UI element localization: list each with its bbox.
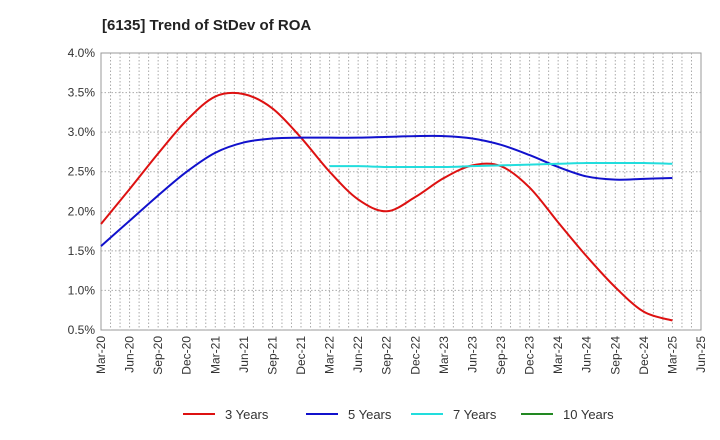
- plot-area: [100, 52, 702, 331]
- y-tick-label: 1.0%: [68, 283, 96, 297]
- y-tick-label: 2.5%: [68, 165, 96, 179]
- series-line-5-years: [100, 134, 673, 247]
- x-tick-label: Jun-20: [123, 336, 137, 373]
- x-tick-label: Dec-22: [408, 336, 422, 375]
- series-lines: [100, 91, 673, 322]
- legend-label-5-years: 5 Years: [348, 407, 392, 422]
- chart-title: [6135] Trend of StDev of ROA: [102, 17, 311, 34]
- x-tick-label: Mar-22: [323, 336, 337, 374]
- series-line-7-years: [329, 161, 673, 169]
- y-tick-label: 0.5%: [68, 323, 96, 337]
- x-tick-label: Sep-24: [608, 336, 622, 375]
- x-tick-label: Jun-24: [580, 336, 594, 373]
- y-tick-label: 1.5%: [68, 244, 96, 258]
- x-tick-label: Dec-21: [294, 336, 308, 375]
- x-tick-label: Sep-22: [380, 336, 394, 375]
- x-tick-label: Jun-22: [351, 336, 365, 373]
- y-axis: 0.5% 1.0% 1.5% 2.0% 2.5% 3.0% 3.5% 4.0%: [68, 46, 96, 337]
- x-tick-label: Dec-24: [637, 336, 651, 375]
- plot-frame: [100, 52, 702, 331]
- x-tick-label: Mar-23: [437, 336, 451, 374]
- x-tick-label: Jun-21: [237, 336, 251, 373]
- legend-label-10-years: 10 Years: [563, 407, 614, 422]
- y-tick-label: 3.5%: [68, 86, 96, 100]
- legend-label-7-years: 7 Years: [453, 407, 497, 422]
- series-line-3-years: [100, 91, 673, 322]
- y-tick-label: 3.0%: [68, 125, 96, 139]
- x-tick-label: Mar-25: [665, 336, 679, 374]
- x-tick-label: Dec-20: [180, 336, 194, 375]
- y-tick-label: 2.0%: [68, 204, 96, 218]
- legend: 3 Years 5 Years 7 Years 10 Years: [183, 407, 614, 422]
- x-tick-label: Jun-25: [694, 336, 708, 373]
- x-tick-label: Jun-23: [465, 336, 479, 373]
- x-tick-label: Sep-23: [494, 336, 508, 375]
- legend-label-3-years: 3 Years: [225, 407, 269, 422]
- x-axis: Mar-20 Jun-20 Sep-20 Dec-20 Mar-21 Jun-21 Sep-…: [94, 336, 708, 375]
- x-tick-label: Mar-21: [208, 336, 222, 374]
- y-tick-label: 4.0%: [68, 46, 96, 60]
- x-tick-label: Dec-23: [523, 336, 537, 375]
- x-tick-label: Sep-20: [151, 336, 165, 375]
- x-tick-label: Sep-21: [265, 336, 279, 375]
- grid-lines: [101, 53, 701, 330]
- x-tick-label: Mar-24: [551, 336, 565, 374]
- x-tick-label: Mar-20: [94, 336, 108, 374]
